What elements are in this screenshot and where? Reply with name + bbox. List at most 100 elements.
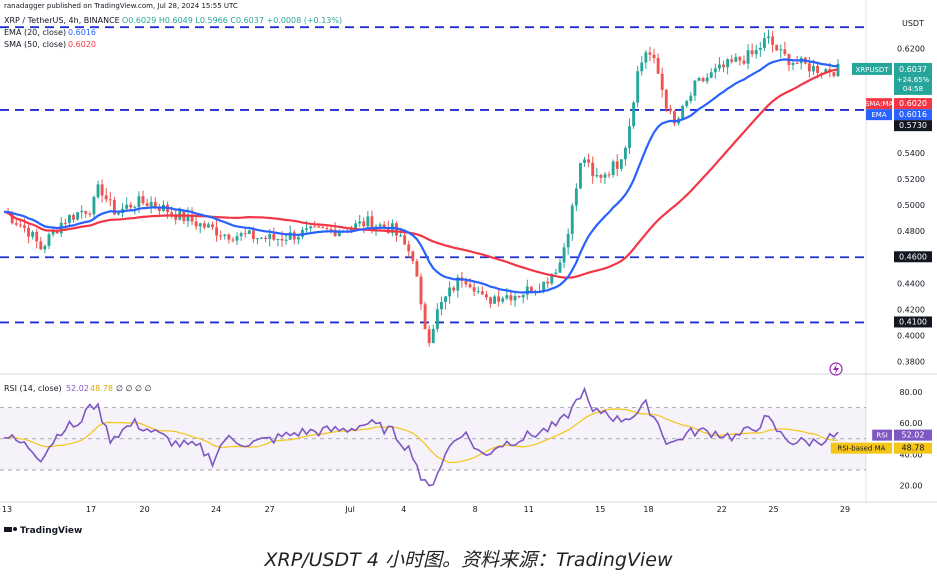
candle-body [84,210,88,214]
candle-body [824,69,828,74]
candle-body [264,237,268,239]
candle-body [444,296,447,302]
time-tick-label: 22 [717,505,727,514]
candle-body [80,210,84,213]
lightning-icon[interactable] [829,362,843,376]
candle-body [31,231,35,237]
candle-body [215,227,219,236]
candle-body [51,230,55,235]
rsi-ma-legend-value: 48.78 [90,384,113,393]
price-tick-label: 0.6200 [897,45,925,54]
sma-legend-label: SMA (50, close) [4,40,66,49]
candle-body [141,196,145,204]
time-tick-label: 8 [473,505,478,514]
symbol-line: XRP / TetherUS, 4h, BINANCE [4,16,120,25]
rsi-value-tag [894,429,932,441]
candle-body [546,281,550,284]
candle-body [170,212,174,215]
candle-body [501,298,505,302]
candle-body [795,62,799,64]
candle-body [562,247,566,263]
candle-body [251,230,255,240]
ema-legend-label: EMA (20, close) [4,28,66,37]
candle-body [791,62,795,65]
candle-body [431,328,435,344]
candle-body [697,77,701,81]
candle-body [509,295,513,301]
candle-body [260,237,263,239]
candle-body [219,235,223,237]
time-tick-label: 27 [265,505,275,514]
last-price-change: +24.65% [897,76,930,84]
ema-20-line [3,58,839,294]
currency-label[interactable]: USDT [902,19,924,28]
chart-canvas[interactable]: 0.62000.60000.58000.56000.54000.52000.50… [0,0,937,545]
time-axis[interactable]: 13 17 20 24 27 Jul 4 8 11 15 18 22 25 29 [2,505,850,514]
candle-body [366,216,370,227]
rsi-lines [3,386,839,487]
candle-body [591,162,595,177]
candle-body [525,286,529,295]
candle-body [570,205,574,234]
candle-body [705,77,709,82]
candle-body [206,224,210,228]
candle-body [640,62,644,72]
candle-body [513,296,517,301]
candle-body [47,234,51,246]
candle-body [558,262,562,273]
candle-body [96,184,100,198]
candle-body [480,291,484,295]
candle-body [489,297,492,304]
candle-body [632,102,636,127]
candle-body [579,162,582,189]
candle-body [317,226,321,228]
candle-body [284,239,288,241]
candle-body [10,214,14,224]
rsi-indicator-label: RSI [876,432,887,440]
indicator-tag [866,98,892,110]
candle-body [27,227,30,237]
candle-body [76,212,80,220]
rsi-tick-label: 40.00 [900,450,923,459]
time-tick-label: 25 [768,505,778,514]
candle-body [399,235,402,237]
candle-body [767,36,770,39]
sma-legend-value: 0.6020 [68,40,96,49]
candle-body [18,224,22,226]
rsi-value: 48.78 [902,444,925,453]
candle-body [403,235,407,245]
candle-body [550,274,554,284]
candle-body [223,234,227,236]
candle-body [595,175,599,177]
candle-body [419,276,423,305]
candle-body [476,291,480,293]
time-tick-label: 29 [840,505,850,514]
rsi-tick-label: 20.00 [900,482,923,491]
price-level-value: 0.6020 [899,99,927,108]
candle-body [100,184,104,196]
candle-body [427,329,431,344]
candle-body [370,216,374,230]
candle-body [746,50,750,64]
candle-body [133,206,137,208]
rsi-band [0,407,866,471]
candle-body [701,77,705,82]
candle-body [243,233,247,235]
candle-body [664,89,668,109]
candle-body [67,215,71,223]
ema-legend-value: 0.6016 [68,28,96,37]
candle-body [157,206,161,211]
candle-body [656,58,660,74]
candle-body [198,223,202,227]
candle-body [288,232,292,240]
time-tick-label: 15 [595,505,605,514]
candle-body [358,221,362,224]
candle-body [23,225,26,228]
candle-body [615,161,619,169]
price-level-tag [894,98,932,110]
candle-body [689,95,693,102]
candle-body [816,65,819,73]
time-tick-label: 11 [524,505,534,514]
candle-body [623,147,627,160]
candle-body [807,63,811,72]
